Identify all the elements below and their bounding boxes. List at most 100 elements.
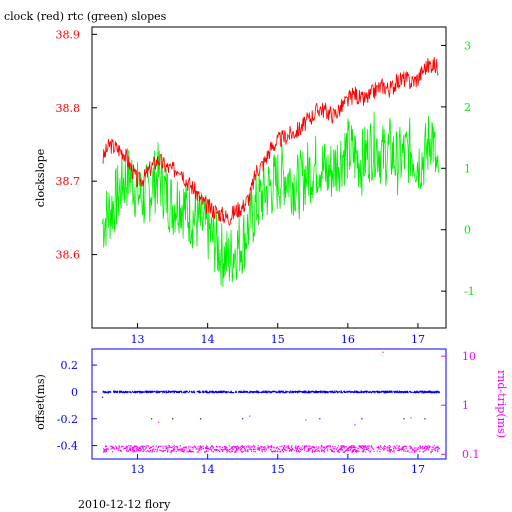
- offset-series-point: [193, 391, 195, 393]
- rndtrip-series-point: [136, 446, 138, 448]
- offset-series-point: [296, 390, 298, 393]
- rndtrip-series-point: [329, 448, 331, 450]
- offset-series-point: [373, 390, 375, 392]
- rndtrip-series-point: [118, 447, 120, 450]
- rndtrip-series-point: [106, 447, 108, 449]
- offset-series-point: [206, 392, 208, 394]
- rndtrip-series-point: [336, 447, 338, 449]
- rndtrip-series-point: [274, 451, 276, 453]
- offset-series-point: [171, 390, 173, 392]
- offset-y-tick-label: 0: [71, 386, 78, 399]
- offset-series-point: [304, 392, 306, 394]
- rndtrip-series-point: [366, 447, 368, 449]
- offset-series-point: [430, 392, 432, 394]
- rndtrip-series-point: [143, 450, 145, 452]
- offset-series-outlier: [361, 418, 363, 420]
- rndtrip-series-point: [432, 446, 434, 449]
- rndtrip-series-point: [334, 446, 336, 448]
- rndtrip-series-point: [351, 445, 353, 447]
- rndtrip-series-point: [183, 447, 185, 449]
- offset-series-point: [263, 390, 265, 392]
- offset-series-point: [167, 391, 169, 393]
- offset-series-point: [169, 391, 171, 393]
- offset-series-point: [395, 391, 397, 393]
- rndtrip-series-point: [393, 449, 395, 451]
- rndtrip-series-point: [173, 448, 175, 451]
- rndtrip-series-point: [327, 445, 329, 447]
- rndtrip-series-point: [351, 451, 353, 453]
- rndtrip-series-point: [387, 450, 389, 452]
- rndtrip-series-point: [215, 448, 217, 450]
- offset-series-point: [223, 390, 226, 392]
- offset-series-point: [215, 391, 218, 394]
- offset-y-tick-label: -0.2: [57, 413, 78, 426]
- offset-series-point: [209, 391, 211, 393]
- rndtrip-series-point: [199, 445, 201, 447]
- rndtrip-series-point: [345, 446, 347, 448]
- rndtrip-series-point: [211, 445, 213, 447]
- rndtrip-series-point: [200, 449, 202, 451]
- rndtrip-series-point: [341, 445, 343, 447]
- offset-series-point: [385, 392, 387, 394]
- offset-series-point: [403, 391, 405, 393]
- offset-series-point: [224, 391, 226, 394]
- rndtrip-series-point: [353, 448, 355, 450]
- offset-series-point: [379, 391, 381, 393]
- rndtrip-series-point: [341, 448, 343, 450]
- rndtrip-series-point: [133, 446, 135, 448]
- rndtrip-series-point: [124, 447, 126, 449]
- rndtrip-series-point: [183, 449, 185, 451]
- offset-series-point: [163, 391, 166, 393]
- offset-series-outlier: [172, 418, 174, 420]
- rndtrip-series-point: [234, 451, 236, 453]
- rndtrip-series-point: [256, 448, 258, 450]
- rndtrip-series-point: [165, 445, 167, 447]
- offset-series-point: [365, 390, 367, 392]
- rndtrip-series-point: [371, 446, 373, 448]
- offset-series-point: [351, 391, 353, 393]
- rndtrip-series-point: [271, 445, 273, 448]
- offset-series-point: [184, 392, 187, 394]
- rndtrip-series-point: [329, 446, 331, 448]
- rndtrip-series-point: [173, 445, 175, 447]
- rndtrip-series-point: [110, 448, 112, 450]
- rndtrip-series-point: [224, 448, 226, 450]
- rndtrip-series-outlier: [157, 421, 160, 423]
- offset-series-point: [149, 392, 151, 394]
- rndtrip-series-point: [206, 445, 208, 447]
- offset-series-outlier: [403, 418, 405, 420]
- rndtrip-series-point: [306, 445, 308, 448]
- rndtrip-series-point: [290, 446, 292, 448]
- rndtrip-series-point: [172, 448, 174, 450]
- rndtrip-series-point: [392, 450, 394, 453]
- rndtrip-series-point: [360, 446, 363, 448]
- offset-series-point: [382, 390, 384, 392]
- offset-series-point: [308, 392, 310, 394]
- offset-series-point: [191, 391, 193, 394]
- offset-series-point: [213, 392, 215, 394]
- rndtrip-series-point: [294, 446, 296, 448]
- rndtrip-series-point: [309, 448, 311, 450]
- offset-series-point: [279, 392, 281, 394]
- offset-series-point: [144, 390, 146, 392]
- offset-series-point: [369, 391, 371, 393]
- rndtrip-series-point: [272, 450, 275, 452]
- rndtrip-series-point: [397, 447, 399, 449]
- rndtrip-series-point: [279, 450, 282, 453]
- rndtrip-series-point: [297, 445, 300, 447]
- offset-series-point: [400, 391, 402, 393]
- rndtrip-series-point: [261, 450, 263, 452]
- rndtrip-series-point: [216, 446, 218, 448]
- rndtrip-series-point: [244, 450, 246, 452]
- rndtrip-series-point: [393, 451, 395, 453]
- offset-series-point: [322, 390, 324, 392]
- offset-series-point: [360, 390, 362, 392]
- offset-series-point: [183, 392, 185, 394]
- offset-series-outlier: [319, 418, 321, 420]
- offset-series-point: [218, 391, 220, 393]
- offset-series-point: [359, 391, 361, 394]
- rndtrip-series-point: [206, 446, 208, 448]
- offset-series-point: [116, 390, 119, 392]
- rndtrip-series-point: [361, 445, 363, 447]
- rndtrip-series-point: [271, 446, 273, 449]
